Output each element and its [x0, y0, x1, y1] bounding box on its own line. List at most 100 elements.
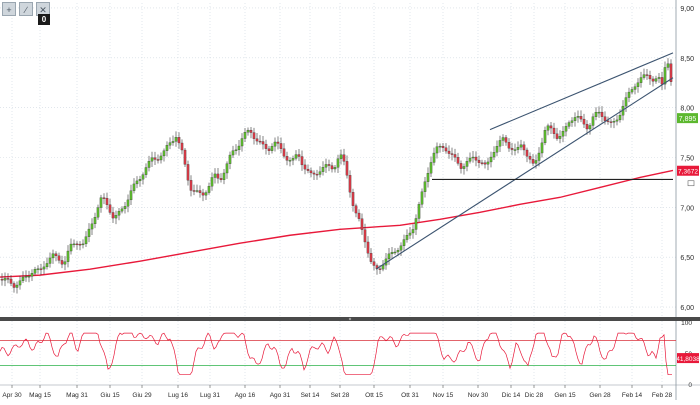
- candle: [21, 271, 25, 283]
- candle: [582, 113, 586, 129]
- candle-body-up: [174, 137, 178, 142]
- candle: [228, 151, 232, 170]
- candle-body-up: [567, 122, 571, 127]
- x-tick-label: Mag 15: [29, 392, 51, 399]
- candle: [588, 123, 592, 135]
- candle-body-up: [228, 154, 232, 164]
- candle: [477, 155, 481, 168]
- candle-body-up: [546, 125, 550, 131]
- candle: [339, 149, 343, 165]
- candle-body-down: [189, 180, 193, 191]
- x-tick-label: Set 14: [301, 392, 320, 399]
- x-tick-label: Ott 31: [401, 392, 419, 399]
- candle-body-up: [144, 167, 148, 175]
- candle-body-up: [294, 154, 298, 159]
- draw-icon[interactable]: ∕: [19, 2, 33, 16]
- candle-body-up: [402, 239, 406, 246]
- candle-body-up: [564, 126, 568, 132]
- candle: [489, 151, 493, 168]
- candle-body-down: [357, 212, 361, 219]
- candle: [594, 107, 598, 121]
- candle-body-down: [372, 261, 376, 266]
- candle: [348, 170, 352, 198]
- x-tick-label: Nov 30: [468, 392, 489, 399]
- x-tick-label: Dic 14: [502, 392, 521, 399]
- candle: [615, 115, 619, 126]
- x-tick-label: Apr 30: [2, 392, 22, 399]
- candle-body-up: [207, 185, 211, 193]
- candle: [501, 134, 505, 147]
- candle-body-up: [543, 130, 547, 144]
- candle-body-down: [177, 137, 181, 144]
- candle: [306, 164, 310, 174]
- candle-body-up: [126, 199, 130, 207]
- candle: [105, 192, 109, 210]
- candle-body-down: [579, 116, 583, 120]
- candle: [246, 127, 250, 136]
- candle-body-down: [348, 175, 352, 193]
- crosshair-icon[interactable]: +: [2, 2, 16, 16]
- candle-body-down: [330, 165, 334, 170]
- candle-body-down: [606, 120, 610, 122]
- candle: [33, 266, 37, 276]
- candle: [237, 140, 241, 156]
- candle-body-up: [210, 177, 214, 187]
- candle-body-down: [9, 278, 13, 284]
- candle: [459, 160, 463, 174]
- candle-body-up: [501, 137, 505, 141]
- candle-body-down: [105, 197, 109, 205]
- candle-body-up: [18, 280, 22, 286]
- x-tick-label: Mag 31: [66, 392, 88, 399]
- candle: [75, 241, 79, 250]
- candle: [111, 206, 115, 223]
- candle: [267, 145, 271, 156]
- candle-body-up: [195, 190, 199, 192]
- candle: [399, 242, 403, 257]
- candle: [414, 214, 418, 236]
- candle: [78, 241, 82, 251]
- candle-body-down: [651, 78, 655, 82]
- candle: [333, 165, 337, 173]
- rsi-tick-label: 100: [681, 320, 692, 327]
- candle: [243, 127, 247, 142]
- candle: [297, 149, 301, 162]
- candle-body-up: [87, 228, 91, 237]
- x-tick-label: Feb 14: [622, 392, 643, 399]
- candle: [12, 281, 16, 293]
- candle-body-up: [273, 141, 277, 147]
- candle-body-down: [510, 148, 514, 150]
- candle-body-up: [21, 276, 25, 281]
- candle-body-up: [633, 86, 637, 90]
- last-price-badge: [677, 113, 698, 124]
- candle-body-down: [102, 197, 106, 199]
- candle: [546, 123, 550, 136]
- candle: [153, 151, 157, 166]
- candle-body-up: [132, 183, 136, 191]
- candle: [597, 106, 601, 118]
- candle-body-up: [492, 152, 496, 158]
- candle-body-down: [312, 172, 316, 175]
- candle-body-down: [309, 170, 313, 174]
- candle-body-up: [48, 257, 52, 264]
- candle: [504, 134, 508, 146]
- candle: [273, 137, 277, 152]
- candle: [609, 119, 613, 128]
- candle-body-up: [576, 116, 580, 118]
- candle: [552, 122, 556, 139]
- candle-body-up: [387, 253, 391, 260]
- candle-body-up: [411, 229, 415, 234]
- candle: [456, 152, 460, 166]
- candle-body-down: [480, 162, 484, 164]
- candle-body-down: [39, 268, 43, 270]
- candle-body-down: [285, 156, 289, 161]
- candle: [45, 257, 49, 270]
- candle-body-down: [366, 241, 370, 254]
- y-tick-label: 9,00: [680, 6, 694, 13]
- candle-body-down: [660, 77, 664, 85]
- candle-body-up: [120, 208, 124, 212]
- candle: [447, 145, 451, 159]
- candle: [516, 141, 520, 154]
- candle-body-up: [159, 155, 163, 161]
- candle-body-up: [462, 166, 466, 169]
- last-price-label: 7,895: [679, 116, 697, 123]
